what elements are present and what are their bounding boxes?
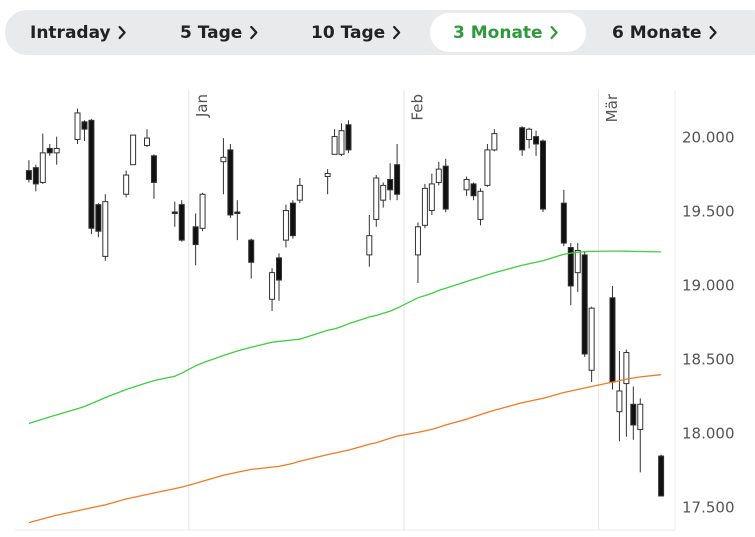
candle-body <box>248 239 255 263</box>
candle-body <box>227 149 234 216</box>
candle-body <box>46 147 53 154</box>
tab-label[interactable]: Intraday <box>30 23 111 43</box>
candle-body <box>192 226 199 246</box>
candle-body <box>150 155 157 183</box>
candle-body <box>428 183 435 212</box>
tab-label[interactable]: 6 Monate <box>612 23 702 43</box>
candle-body <box>144 137 150 146</box>
candle-body <box>123 174 130 195</box>
candle-body <box>519 127 526 151</box>
candle-body <box>630 403 637 426</box>
candle-body <box>53 147 60 154</box>
candle-body <box>637 403 644 430</box>
candle-body <box>477 190 484 220</box>
y-tick-label: 20.000 <box>682 129 735 147</box>
candle-body <box>581 254 588 355</box>
candle-body <box>609 297 616 383</box>
tab-label[interactable]: 3 Monate <box>453 23 543 43</box>
candle-body <box>421 187 428 226</box>
candle-body <box>470 183 477 197</box>
candle-body <box>588 307 595 371</box>
candle-body <box>178 204 185 241</box>
candle-body <box>616 390 623 413</box>
candle-body <box>282 210 289 241</box>
tab-chevron <box>709 25 717 40</box>
candle-body <box>25 170 32 180</box>
candle-body <box>394 164 401 195</box>
candle-body <box>373 177 380 220</box>
candle-body <box>540 140 546 210</box>
y-tick-label: 19.500 <box>682 203 735 221</box>
candle-body <box>442 165 449 210</box>
moving-average-line <box>28 374 662 524</box>
candle-body <box>289 202 296 237</box>
candle-body <box>102 201 109 257</box>
candle-body <box>463 178 470 191</box>
x-tick-label: Mär <box>603 93 621 122</box>
candle-body <box>199 193 206 229</box>
candle-body <box>269 272 276 300</box>
candle-body <box>95 204 102 232</box>
y-tick-label: 17.500 <box>682 498 735 516</box>
candle-body <box>88 119 95 229</box>
tab-selected-bg <box>430 13 586 52</box>
tab-label[interactable]: 10 Tage <box>311 23 385 43</box>
tab-chevron <box>393 25 401 40</box>
candle-body <box>366 235 373 256</box>
candle-body <box>345 124 352 151</box>
candle-body <box>171 211 178 214</box>
candle-body <box>414 226 421 256</box>
y-tick-label: 19.000 <box>682 276 735 294</box>
x-tick-label: Feb <box>409 94 427 121</box>
candle-body <box>560 202 567 244</box>
candle-body <box>234 211 241 214</box>
candle-body <box>39 152 46 183</box>
candle-body <box>484 149 491 186</box>
candle-body <box>526 128 533 141</box>
candle-body <box>623 352 630 385</box>
candle-body <box>130 134 137 166</box>
candle-body <box>296 184 303 201</box>
candle-body <box>338 130 345 155</box>
candle-body <box>81 121 88 130</box>
candle-body <box>574 249 581 274</box>
candle-body <box>387 178 394 191</box>
candle-body <box>533 136 540 145</box>
y-tick-label: 18.000 <box>682 424 735 442</box>
candle-body <box>435 168 442 183</box>
candle-body <box>324 173 331 178</box>
tab-chevron <box>118 25 126 40</box>
candle-body <box>32 167 39 185</box>
tab-chevron <box>250 25 258 40</box>
tab-label[interactable]: 5 Tage <box>180 23 242 43</box>
candle-body <box>331 136 338 155</box>
candle-body <box>276 257 282 281</box>
y-tick-label: 18.500 <box>682 350 735 368</box>
candle-body <box>380 184 387 201</box>
x-tick-label: Jan <box>193 94 211 118</box>
tab-chevron <box>550 25 558 40</box>
candle-body <box>658 455 665 497</box>
candle-body <box>220 156 227 163</box>
candle-body <box>491 133 498 151</box>
candle-body <box>74 112 81 141</box>
candle-body <box>567 247 574 287</box>
moving-average-line <box>28 250 662 425</box>
